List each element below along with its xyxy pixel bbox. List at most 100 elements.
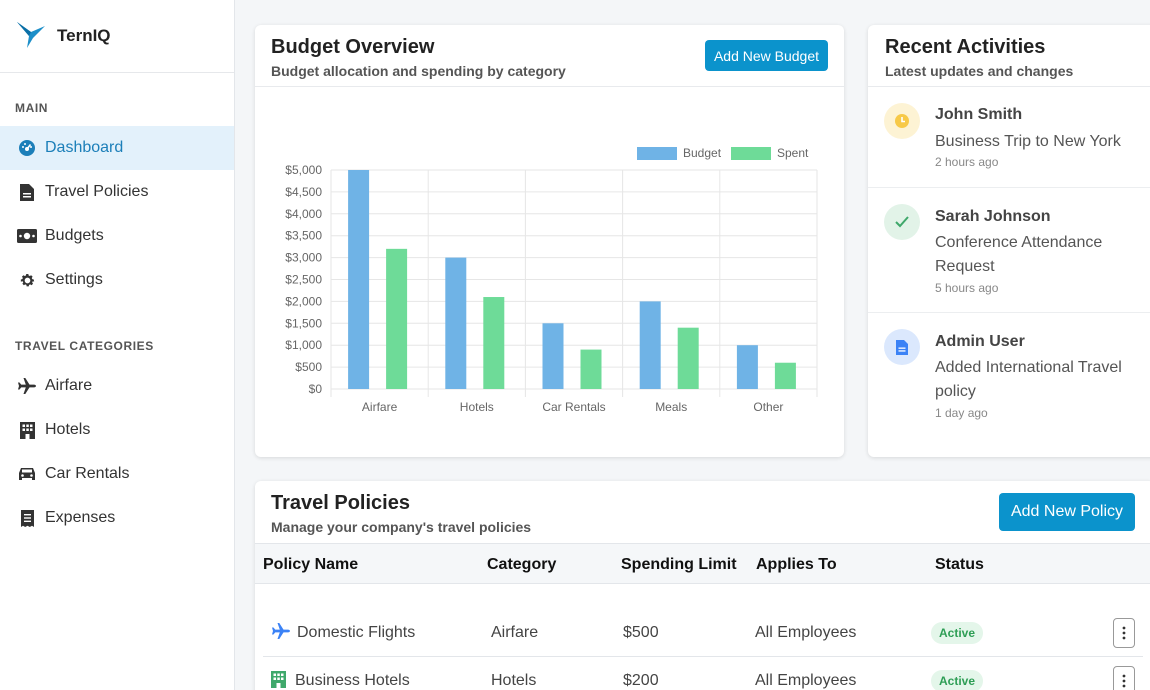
sidebar-item-travel-policies[interactable]: Travel Policies [0,170,234,214]
column-header-policy-name[interactable]: Policy Name [263,556,359,573]
activity-time: 1 day ago [935,406,988,420]
bar-spent [580,349,602,389]
activity-item[interactable]: Admin User Added International Travel po… [868,313,1150,457]
recent-activities-card: Recent Activities Latest updates and cha… [868,25,1150,457]
budget-header: Budget Overview Budget allocation and sp… [255,25,844,87]
column-header-status[interactable]: Status [935,556,984,573]
sidebar-item-label: Airfare [45,377,93,394]
sidebar-item-expenses[interactable]: Expenses [0,496,234,540]
bar-spent [677,327,699,389]
legend-label: Budget [683,146,722,160]
y-tick-label: $2,000 [285,294,322,308]
status-badge: Active [931,670,984,690]
y-tick-label: $3,500 [285,229,322,243]
sidebar-item-label: Expenses [45,509,116,526]
brand-name: TernIQ [57,26,111,45]
x-tick-label: Meals [655,400,687,414]
sidebar-item-airfare[interactable]: Airfare [0,364,234,408]
activity-description: Added International Travel policy [935,359,1122,400]
add-new-budget-button[interactable]: Add New Budget [705,40,828,71]
sidebar-item-label: Settings [45,271,103,288]
receipt-icon [17,508,37,528]
x-tick-label: Airfare [362,400,398,414]
money-icon [17,226,37,246]
more-vertical-icon [1122,674,1126,688]
column-header-category[interactable]: Category [487,556,557,573]
y-tick-label: $4,500 [285,185,322,199]
bar-budget [639,301,661,389]
x-tick-label: Hotels [460,400,494,414]
travel-policies-card: Travel Policies Manage your company's tr… [255,481,1150,690]
policy-category: Airfare [491,624,539,641]
main-section-label: MAIN [15,101,49,115]
row-actions-button[interactable] [1113,618,1135,648]
policy-limit: $500 [623,624,659,641]
plane-icon [17,376,37,396]
policy-limit: $200 [623,672,659,689]
document-icon [884,329,920,365]
y-tick-label: $1,000 [285,338,322,352]
activity-user-name: Sarah Johnson [935,208,1051,225]
sidebar-item-label: Budgets [45,227,104,244]
budget-overview-card: Budget Overview Budget allocation and sp… [255,25,844,457]
y-tick-label: $0 [309,382,323,396]
legend-label: Spent [777,146,809,160]
sidebar: TernIQ MAIN Dashboard Travel Policies Bu… [0,0,235,690]
sidebar-item-settings[interactable]: Settings [0,258,234,302]
activity-description: Business Trip to New York [935,133,1121,150]
bar-spent [483,297,505,389]
bar-budget [445,257,467,389]
bar-spent [386,248,408,389]
add-new-policy-button[interactable]: Add New Policy [999,493,1135,531]
sidebar-item-label: Dashboard [45,139,124,156]
activities-subtitle: Latest updates and changes [885,63,1074,79]
row-actions-button[interactable] [1113,666,1135,690]
brand[interactable]: TernIQ [0,0,234,73]
policy-applies-to: All Employees [755,624,857,641]
budget-subtitle: Budget allocation and spending by catego… [271,63,566,79]
column-header-spending-limit[interactable]: Spending Limit [621,556,737,573]
more-vertical-icon [1122,626,1126,640]
policies-table-header: Policy Name Category Spending Limit Appl… [255,543,1150,584]
table-row[interactable]: Domestic Flights Airfare $500 All Employ… [263,609,1143,657]
sidebar-item-dashboard[interactable]: Dashboard [0,126,234,170]
policy-name: Business Hotels [295,672,410,689]
activity-user-name: John Smith [935,106,1023,123]
bar-budget [348,170,370,389]
check-icon [884,204,920,240]
budget-bar-chart: $0 $500 $1,000 $1,500 $2,000 $2,500 $3,000 $3,5… [285,146,818,414]
y-tick-label: $500 [295,360,322,374]
policy-category: Hotels [491,672,537,689]
sidebar-item-car-rentals[interactable]: Car Rentals [0,452,234,496]
y-tick-label: $5,000 [285,163,322,177]
y-tick-label: $1,500 [285,316,322,330]
sidebar-item-label: Hotels [45,421,91,438]
car-icon [17,464,37,484]
activity-description: Conference Attendance Request [935,234,1103,275]
sidebar-item-hotels[interactable]: Hotels [0,408,234,452]
policies-title: Travel Policies [271,492,410,514]
activity-time: 2 hours ago [935,155,999,169]
hotel-icon [271,671,286,690]
activities-header: Recent Activities Latest updates and cha… [868,25,1150,87]
activity-user-name: Admin User [935,333,1025,350]
y-tick-label: $3,000 [285,251,322,265]
table-row[interactable]: Business Hotels Hotels $200 All Employee… [263,657,1143,690]
policies-subtitle: Manage your company's travel policies [271,519,532,535]
activity-time: 5 hours ago [935,281,999,295]
bar-budget [542,323,564,389]
plane-icon [271,623,291,644]
column-header-applies-to[interactable]: Applies To [756,556,837,573]
sidebar-item-label: Car Rentals [45,465,130,482]
activity-item[interactable]: John Smith Business Trip to New York 2 h… [868,87,1150,188]
sidebar-item-budgets[interactable]: Budgets [0,214,234,258]
legend-swatch [731,147,771,160]
sidebar-item-label: Travel Policies [45,183,149,200]
policy-applies-to: All Employees [755,672,857,689]
clock-icon [884,103,920,139]
tern-logo-icon [15,18,47,55]
gear-icon [17,270,37,290]
y-tick-label: $4,000 [285,207,322,221]
activities-title: Recent Activities [885,36,1046,58]
activity-item[interactable]: Sarah Johnson Conference Attendance Requ… [868,188,1150,313]
